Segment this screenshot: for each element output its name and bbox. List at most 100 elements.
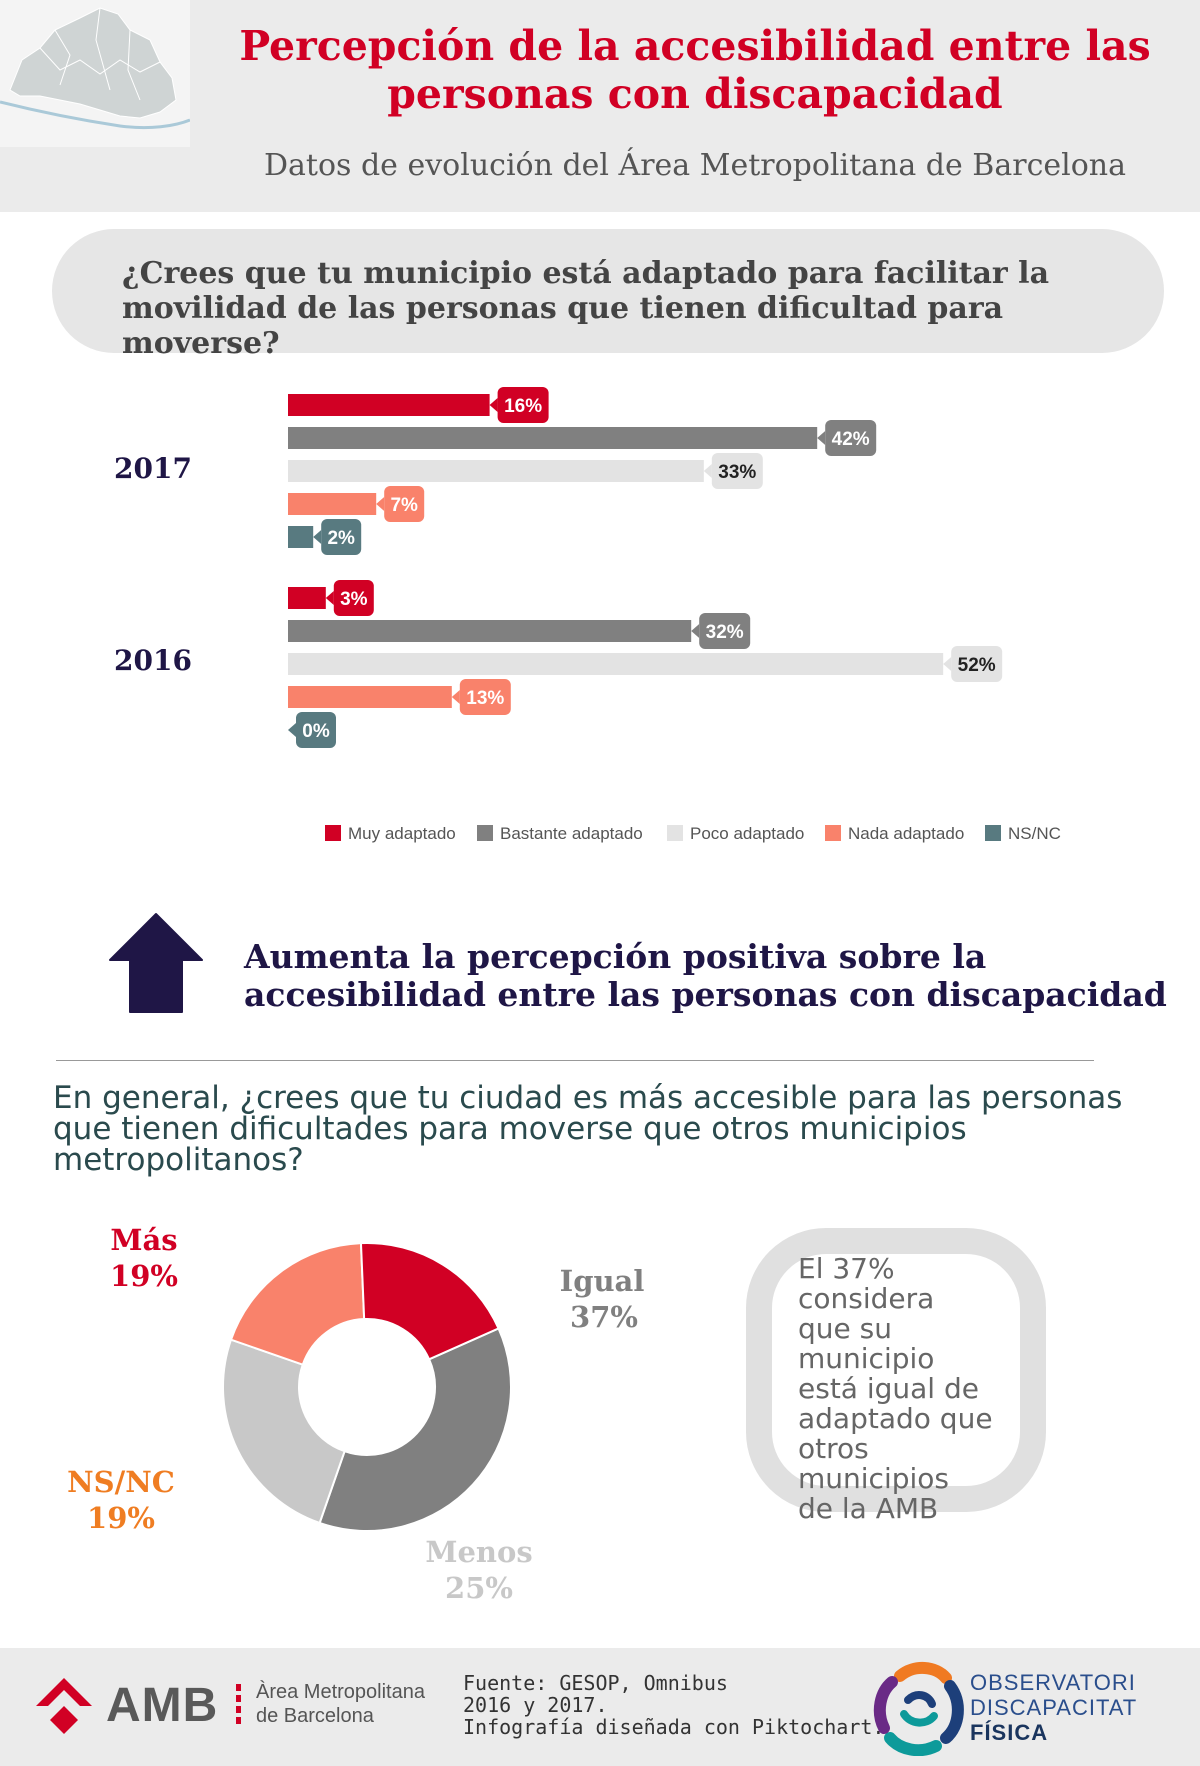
bar-2016-2 [288,653,944,675]
source-line: Infografía diseñada con Piktochart. [463,1715,885,1739]
conclusion-line: Aumenta la percepción positiva sobre la [244,937,987,976]
svg-text:7%: 7% [390,495,418,516]
legend-item-0: Muy adaptado [325,824,456,843]
page-subtitle: Datos de evolución del Área Metropolitan… [263,148,1126,183]
question-2-text: En general, ¿crees que tu ciudad es más … [53,1083,1183,1176]
header: Percepción de la accesibilidad entre las… [0,0,1200,212]
amb-logo-icon [36,1678,92,1734]
donut-label-mas-value: 19% [110,1259,178,1293]
bar-label-2017-2: 33% [703,453,763,489]
observatori-logo-text: OBSERVATORI DISCAPACITAT FÍSICA [970,1670,1137,1745]
comparison-donut-chart: Más 19% Igual 37% Menos 25% NS/NC 19% [67,1223,645,1605]
donut-label-nsnc-value: 19% [87,1501,155,1535]
svg-text:32%: 32% [706,622,744,643]
up-arrow-icon [109,913,203,1013]
callout-line: de la AMB [798,1492,939,1525]
obs-line: OBSERVATORI [970,1670,1136,1695]
bar-label-2017-0: 16% [489,387,549,423]
question-line: ¿Crees que tu municipio está adaptado pa… [122,256,1050,291]
bar-label-2016-4: 0% [288,712,336,748]
question-line: movilidad de las personas que tienen dif… [122,291,1004,361]
bar-label-2017-4: 2% [313,519,362,555]
callout-text: El 37% considera que su municipio está i… [798,1254,1038,1524]
svg-text:0%: 0% [302,721,330,742]
donut-label-igual-value: 37% [570,1300,638,1334]
donut-slice-menos [222,1338,346,1525]
callout-line: adaptado que [798,1402,993,1435]
bar-2017-4 [288,526,314,548]
callout-line: El 37% [798,1252,895,1285]
bar-2017-1 [288,427,818,449]
bar-2016-0 [288,587,326,609]
obs-line: DISCAPACITAT [970,1695,1138,1720]
bar-label-2016-1: 32% [691,613,751,649]
svg-text:NS/NC: NS/NC [1008,824,1061,843]
bar-label-2016-2: 52% [943,646,1003,682]
callout-line: considera [798,1282,935,1315]
callout-line: otros [798,1432,869,1465]
conclusion-text: Aumenta la percepción positiva sobre la … [244,938,1174,1014]
question-pill [52,229,1164,353]
svg-text:33%: 33% [718,462,756,483]
legend-item-4: NS/NC [985,824,1061,843]
page-title: Percepción de la accesibilidad entre las… [205,22,1185,118]
donut-slice-nsnc [229,1242,366,1366]
amb-name-line: de Barcelona [256,1705,374,1727]
title-line: Percepción de la accesibilidad entre las [239,22,1151,70]
footer [0,1648,1200,1766]
callout-line: está igual de [798,1372,979,1405]
svg-text:52%: 52% [958,655,996,676]
bar-label-2017-1: 42% [817,420,877,456]
bar-2017-0 [288,394,490,416]
amb-name-line: Àrea Metropolitana [256,1681,425,1703]
svg-text:3%: 3% [340,589,368,610]
callout-line: municipio [798,1342,935,1375]
legend-item-1: Bastante adaptado [477,824,643,843]
svg-text:Nada adaptado: Nada adaptado [848,824,964,843]
donut-label-menos-name: Menos [425,1535,532,1569]
observatori-logo-icon [873,1662,964,1756]
year-label-2016: 2016 [114,644,192,677]
svg-text:2%: 2% [327,528,355,549]
donut-label-mas-name: Más [110,1223,177,1257]
conclusion-line: accesibilidad entre las personas con dis… [244,975,1167,1014]
accessibility-bar-chart: 2017 16% 42% 33% 7% 2% 2016 3% 32% 52% 13% 0% Muy a… [114,387,1061,843]
bar-label-2016-0: 3% [325,580,374,616]
amb-logo-text: AMB [106,1679,219,1732]
bar-2016-3 [288,686,452,708]
year-label-2017: 2017 [114,452,192,485]
callout-line: municipios [798,1462,949,1495]
bar-2016-1 [288,620,692,642]
donut-slice-ms [359,1242,500,1361]
donut-slice-igual [318,1327,512,1532]
question-line: que tienen dificultades para moverse que… [53,1111,967,1147]
map-thumbnail-image [0,0,190,147]
donut-label-menos-value: 25% [445,1571,513,1605]
bar-label-2017-3: 7% [376,486,425,522]
svg-text:13%: 13% [466,688,504,709]
obs-line: FÍSICA [970,1720,1049,1745]
amb-full-name: Àrea Metropolitana de Barcelona [256,1680,456,1728]
section-divider [56,1060,1094,1061]
legend-item-2: Poco adaptado [667,824,804,843]
bar-label-2016-3: 13% [451,679,511,715]
donut-label-nsnc-name: NS/NC [67,1465,175,1499]
callout-line: que su [798,1312,892,1345]
svg-text:Bastante adaptado: Bastante adaptado [500,824,643,843]
source-note: Fuente: GESOP, Omnibus 2016 y 2017. Info… [463,1672,893,1738]
amb-logo-separator [236,1684,241,1724]
question-line: metropolitanos? [53,1142,304,1178]
source-line: Fuente: GESOP, Omnibus [463,1671,728,1695]
donut-label-igual-name: Igual [560,1264,645,1298]
question-1-text: ¿Crees que tu municipio está adaptado pa… [122,256,1162,361]
question-line: En general, ¿crees que tu ciudad es más … [53,1080,1123,1116]
bar-2017-2 [288,460,704,482]
svg-text:42%: 42% [832,429,870,450]
source-line: 2016 y 2017. [463,1693,608,1717]
svg-text:Poco adaptado: Poco adaptado [690,824,804,843]
svg-text:Muy adaptado: Muy adaptado [348,824,456,843]
legend-item-3: Nada adaptado [825,824,964,843]
title-line: personas con discapacidad [387,70,1003,118]
svg-text:16%: 16% [504,396,542,417]
bar-2017-3 [288,493,377,515]
